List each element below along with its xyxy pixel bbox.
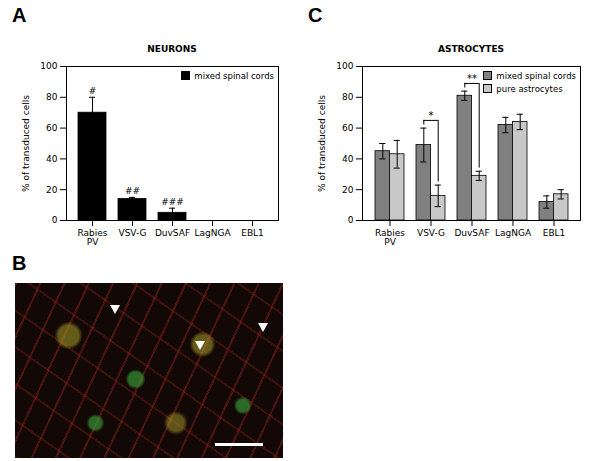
svg-text:60: 60 [342, 123, 354, 133]
svg-text:0: 0 [348, 215, 354, 225]
svg-text:LagNGA: LagNGA [495, 228, 532, 238]
svg-text:40: 40 [46, 154, 58, 164]
svg-text:EBL1: EBL1 [241, 228, 264, 238]
svg-text:VSV-G: VSV-G [417, 228, 445, 238]
svg-text:80: 80 [46, 92, 58, 102]
svg-text:% of transduced cells: % of transduced cells [317, 95, 327, 192]
svg-text:**: ** [467, 73, 477, 84]
svg-text:0: 0 [52, 215, 58, 225]
svg-text:#: # [89, 86, 97, 96]
svg-text:###: ### [161, 197, 184, 207]
svg-text:EBL1: EBL1 [543, 228, 566, 238]
svg-text:VSV-G: VSV-G [118, 228, 146, 238]
html-text:ASTROCYTES: ASTROCYTES [438, 44, 504, 54]
svg-text:*: * [429, 110, 434, 121]
html-text:NEURONS: NEURONS [147, 44, 197, 54]
html-text:A: A [12, 4, 27, 26]
svg-text:80: 80 [342, 92, 354, 102]
html-text:C: C [308, 4, 323, 26]
html-text:mixed spinal cords: mixed spinal cords [496, 71, 576, 81]
html-text:mixed spinal cords: mixed spinal cords [194, 71, 274, 81]
svg-text:20: 20 [46, 185, 58, 195]
svg-text:100: 100 [336, 61, 353, 71]
svg-text:100: 100 [40, 61, 57, 71]
svg-text:RabiesPV: RabiesPV [77, 228, 107, 247]
html-text:B: B [12, 252, 27, 274]
svg-text:DuvSAF: DuvSAF [155, 228, 190, 238]
svg-text:LagNGA: LagNGA [194, 228, 231, 238]
html-text:pure astrocytes: pure astrocytes [496, 84, 563, 94]
svg-text:DuvSAF: DuvSAF [454, 228, 489, 238]
svg-text:RabiesPV: RabiesPV [375, 228, 405, 247]
svg-text:20: 20 [342, 185, 354, 195]
svg-text:##: ## [125, 186, 140, 196]
svg-text:60: 60 [46, 123, 58, 133]
svg-text:% of transduced cells: % of transduced cells [21, 95, 31, 192]
svg-text:40: 40 [342, 154, 354, 164]
